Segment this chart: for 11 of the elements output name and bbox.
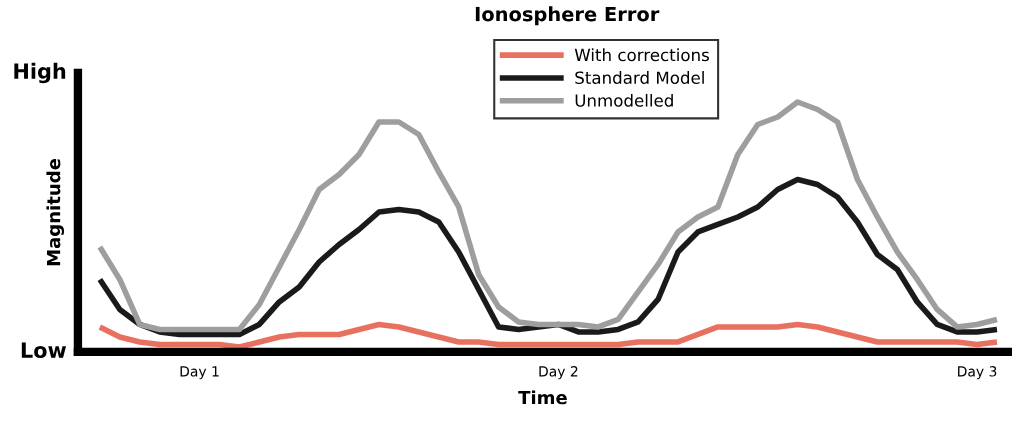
x-tick-label: Day 2 bbox=[539, 366, 578, 380]
x-axis-title: Time bbox=[518, 390, 567, 405]
legend-label: Unmodelled bbox=[575, 93, 673, 107]
legend-label: Standard Model bbox=[575, 71, 704, 85]
text: Low bbox=[21, 342, 67, 358]
x-tick-label: Day 3 bbox=[958, 366, 997, 380]
chart-title: Ionosphere Error bbox=[475, 6, 660, 26]
y-axis-title: Magnitude bbox=[46, 158, 65, 266]
text: High bbox=[14, 62, 66, 84]
x-tick-label: Day 1 bbox=[180, 366, 219, 380]
legend-label: With corrections bbox=[574, 48, 709, 62]
